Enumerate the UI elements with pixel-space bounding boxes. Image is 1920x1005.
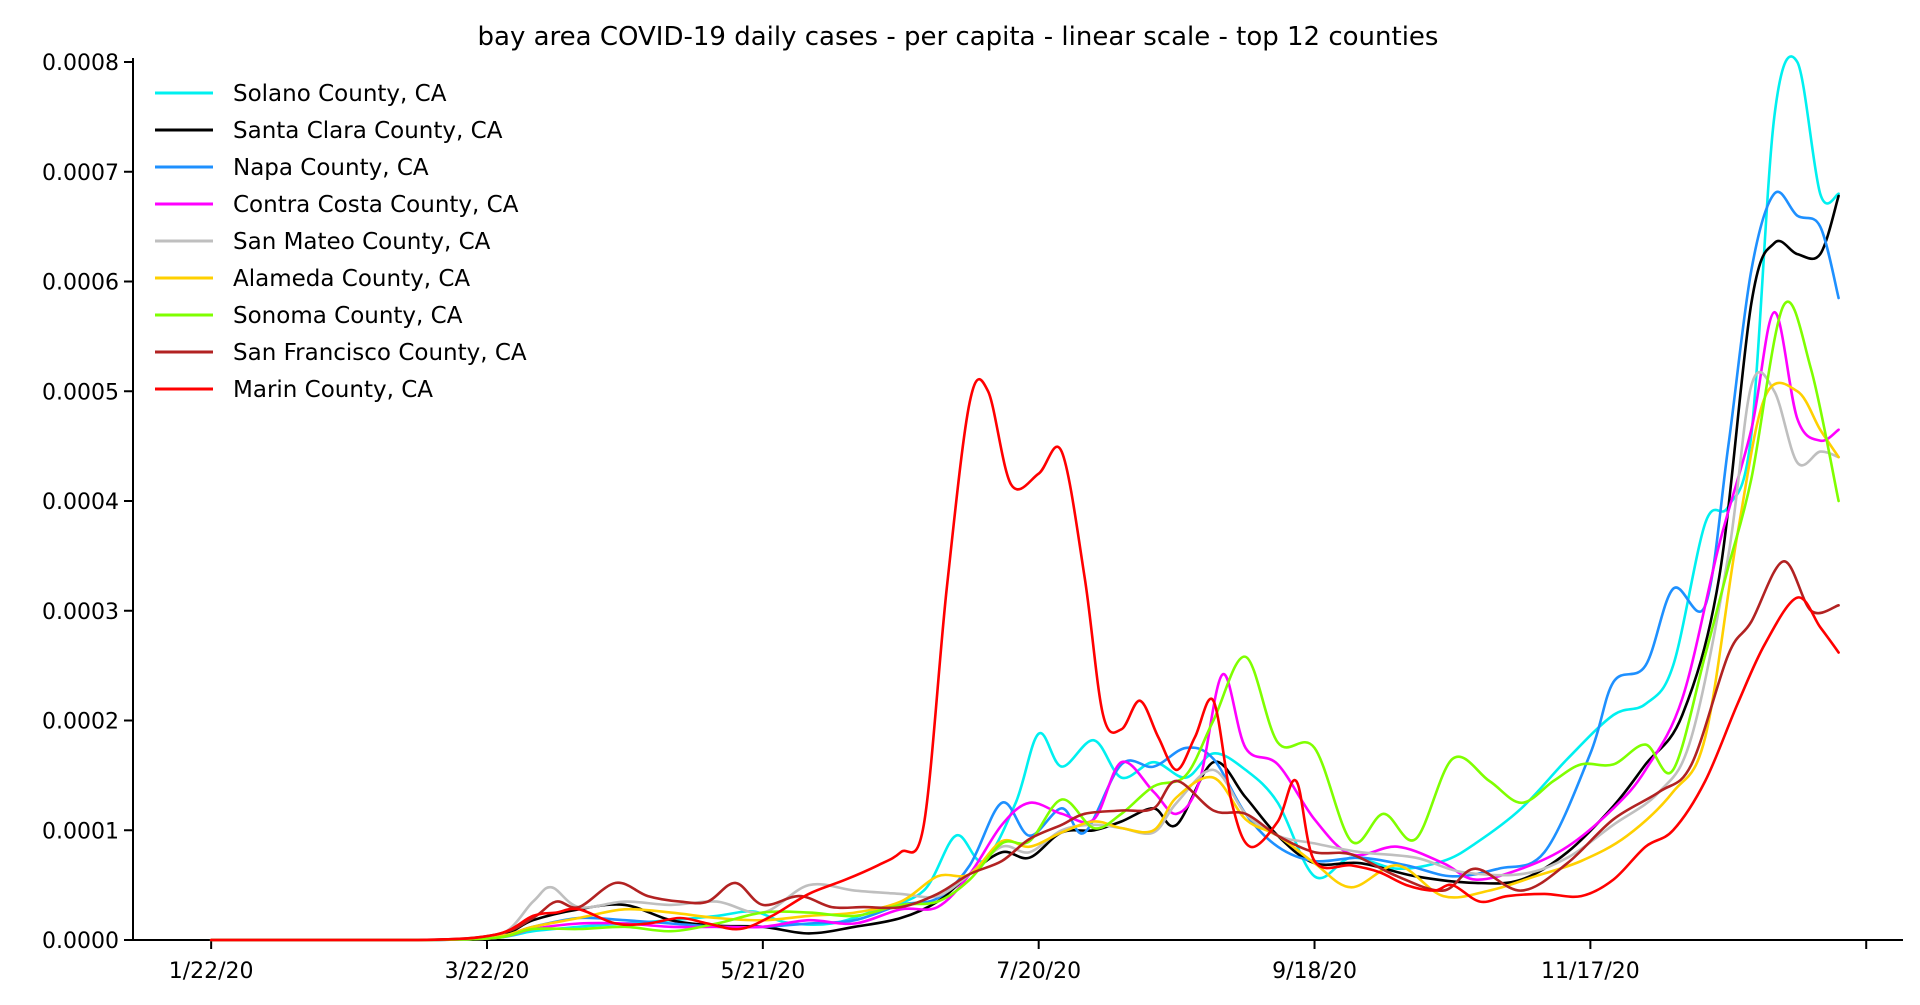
y-tick-label: 0.0001 [42,819,119,844]
legend-item: Solano County, CA [155,81,447,107]
legend-item: Marin County, CA [155,377,433,403]
legend-item: Sonoma County, CA [155,303,463,329]
x-tick-label: 3/22/20 [445,959,530,984]
legend-label: Napa County, CA [233,155,429,181]
x-tick-label: 9/18/20 [1272,959,1357,984]
legend-label: Santa Clara County, CA [233,118,503,144]
legend-label: Solano County, CA [233,81,447,107]
axes: 0.0000 0.0001 0.0002 0.0003 0.0004 0.0005 0.00… [42,51,1903,984]
legend-item: Napa County, CA [155,155,429,181]
x-tick-label: 5/21/20 [720,959,805,984]
series-line-san-mateo-county-ca [209,370,1840,942]
series-line-marin-county-ca [209,377,1840,942]
x-tick-label: 11/17/20 [1541,959,1640,984]
series-line-alameda-county-ca [209,381,1840,942]
y-tick-label: 0.0008 [42,51,119,76]
series-lines [209,55,1840,942]
y-tick-label: 0.0005 [42,380,119,405]
y-tick-label: 0.0000 [42,929,119,954]
y-tick-label: 0.0004 [42,490,119,515]
series-line-solano-county-ca [209,55,1840,942]
legend-label: San Mateo County, CA [233,229,491,255]
legend-label: Marin County, CA [233,377,433,403]
series-line-san-francisco-county-ca [209,560,1840,942]
chart-title: bay area COVID-19 daily cases - per capi… [478,22,1439,52]
legend-label: San Francisco County, CA [233,340,527,366]
legend-item: Santa Clara County, CA [155,118,503,144]
y-tick-label: 0.0006 [42,271,119,296]
x-tick-label: 7/20/20 [996,959,1081,984]
y-tick-label: 0.0002 [42,710,119,735]
legend-item: San Mateo County, CA [155,229,491,255]
x-tick-label: 1/22/20 [169,959,254,984]
y-tick-label: 0.0003 [42,600,119,625]
legend: Solano County, CA Santa Clara County, CA N… [155,81,527,403]
series-line-contra-costa-county-ca [209,310,1840,942]
legend-item: Contra Costa County, CA [155,192,519,218]
series-line-sonoma-county-ca [209,300,1840,942]
legend-label: Contra Costa County, CA [233,192,519,218]
legend-item: San Francisco County, CA [155,340,527,366]
legend-label: Alameda County, CA [233,266,470,292]
legend-label: Sonoma County, CA [233,303,463,329]
legend-item: Alameda County, CA [155,266,470,292]
y-tick-label: 0.0007 [42,161,119,186]
